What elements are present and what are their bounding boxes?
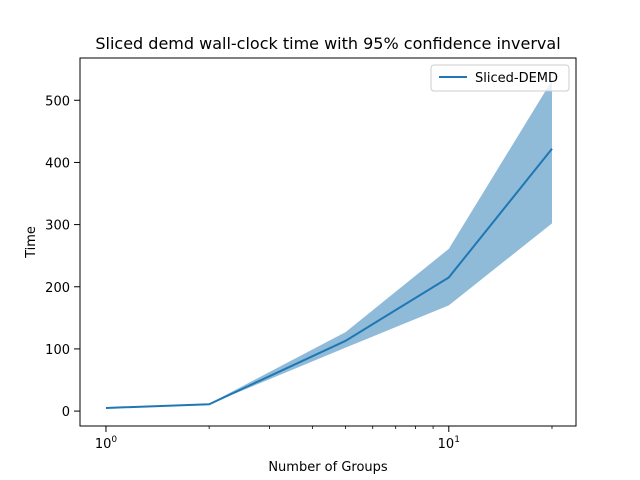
chart-title: Sliced demd wall-clock time with 95% con… bbox=[95, 34, 560, 53]
series-line-sliced-demd bbox=[105, 148, 553, 409]
plot-area bbox=[105, 80, 553, 409]
legend-box bbox=[430, 64, 570, 92]
y-tick-label: 500 bbox=[45, 94, 70, 109]
x-axis-ticks: 100 101 bbox=[95, 426, 553, 452]
axes-frame bbox=[79, 57, 577, 427]
legend-label: Sliced-DEMD bbox=[475, 71, 558, 86]
y-tick-label: 300 bbox=[45, 219, 70, 234]
legend: Sliced-DEMD bbox=[430, 64, 570, 92]
y-axis-ticks: 0 100 200 300 400 500 bbox=[45, 94, 80, 420]
confidence-band bbox=[105, 80, 552, 408]
x-tick-label: 100 bbox=[95, 435, 118, 452]
y-tick-label: 100 bbox=[45, 343, 70, 358]
x-tick-label: 101 bbox=[438, 435, 460, 452]
y-tick-label: 200 bbox=[45, 281, 70, 296]
y-axis-label: Time bbox=[24, 226, 39, 259]
y-tick-label: 0 bbox=[62, 405, 70, 420]
y-tick-label: 400 bbox=[45, 156, 70, 171]
x-axis-label: Number of Groups bbox=[268, 460, 388, 475]
